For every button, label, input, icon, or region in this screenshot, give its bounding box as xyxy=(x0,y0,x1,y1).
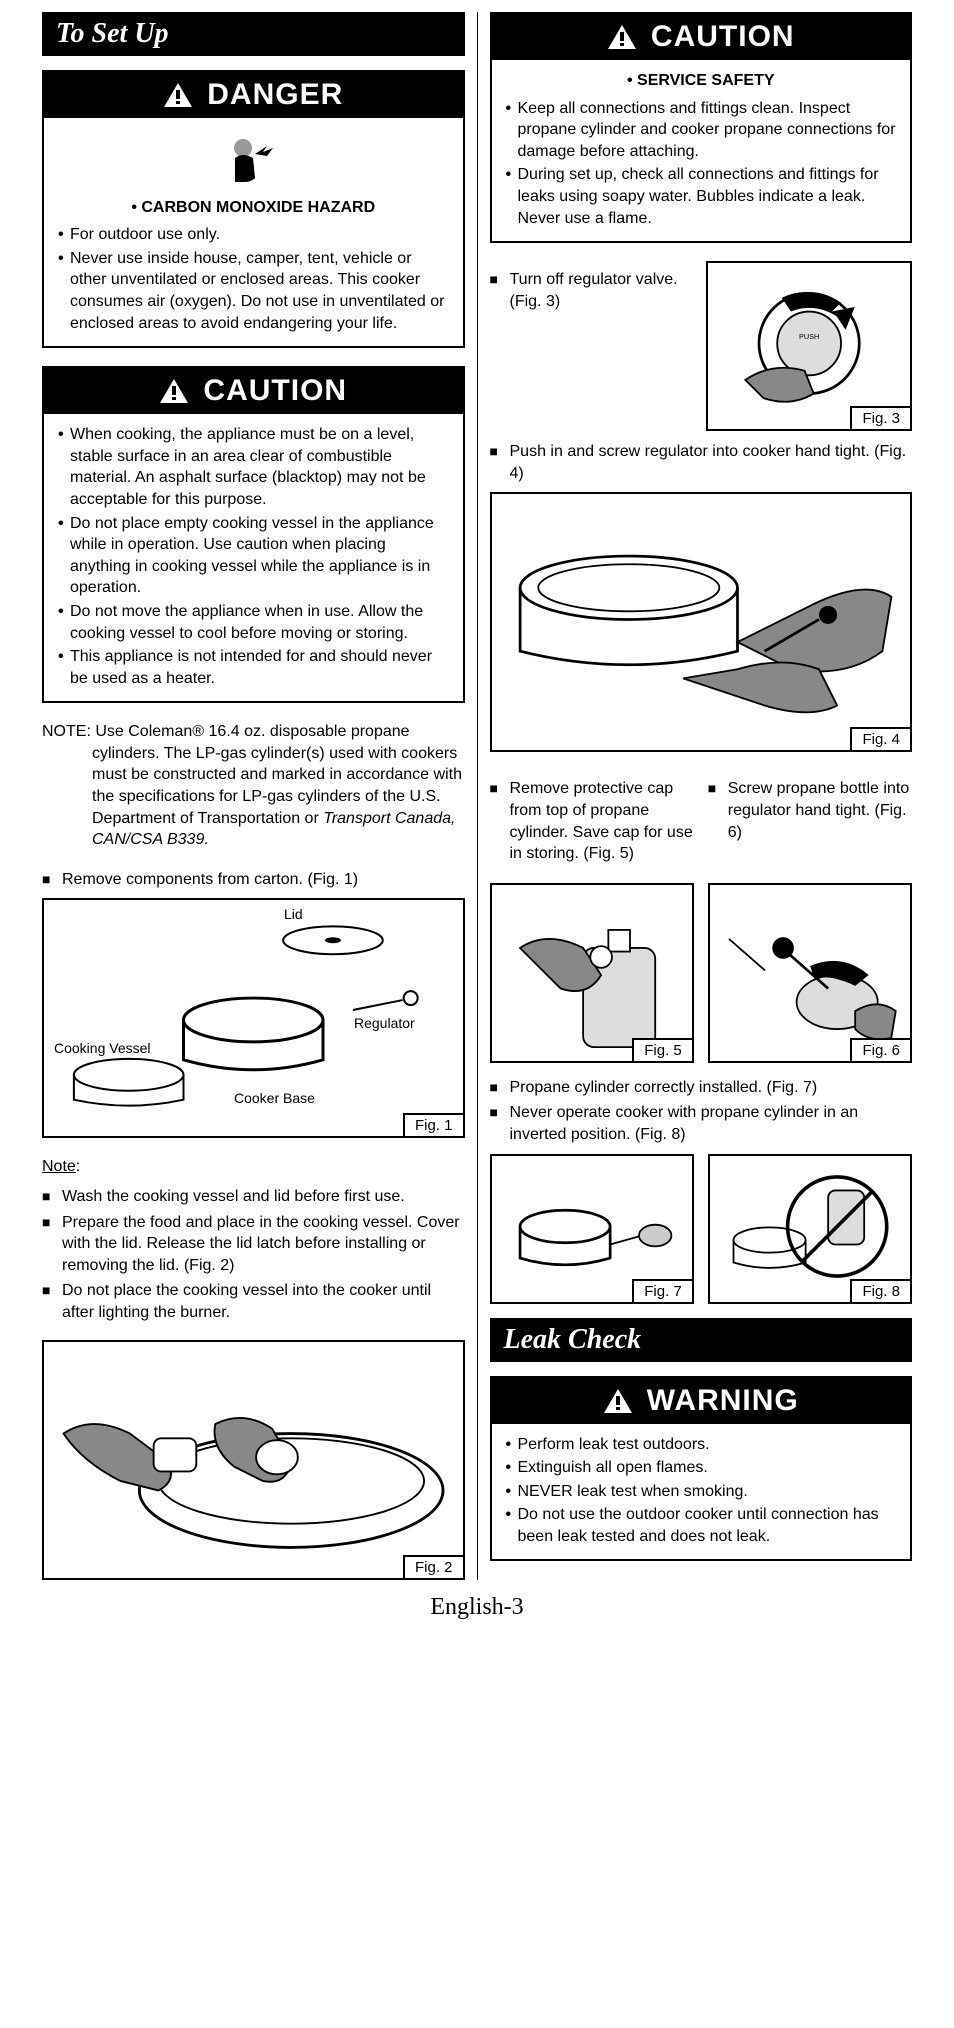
caution-head-text: CAUTION xyxy=(203,374,347,408)
step4-text: Push in and screw regulator into cooker … xyxy=(490,441,913,484)
fig6-label: Fig. 6 xyxy=(850,1038,910,1061)
warning-item: Do not use the outdoor cooker until conn… xyxy=(506,1504,897,1547)
caution-body: When cooking, the appliance must be on a… xyxy=(44,414,463,701)
caution-item: This appliance is not intended for and s… xyxy=(58,646,449,689)
step78-list: Propane cylinder correctly installed. (F… xyxy=(490,1077,913,1146)
caution-sub-right: • SERVICE SAFETY xyxy=(506,70,897,92)
caution-header-right: CAUTION xyxy=(492,14,911,60)
caution-head-text-right: CAUTION xyxy=(651,20,795,54)
step6-text: Screw propane bottle into regulator hand… xyxy=(708,778,912,843)
right-column: CAUTION • SERVICE SAFETY Keep all connec… xyxy=(478,12,925,1580)
caution-item: During set up, check all connections and… xyxy=(506,164,897,229)
warning-body: Perform leak test outdoors. Extinguish a… xyxy=(492,1424,911,1560)
fig1-label-base: Cooker Base xyxy=(234,1090,315,1106)
fig1-label-lid: Lid xyxy=(284,906,303,922)
caution-box-right: CAUTION • SERVICE SAFETY Keep all connec… xyxy=(490,12,913,243)
caution-body-right: • SERVICE SAFETY Keep all connections an… xyxy=(492,60,911,241)
step5-list: Remove protective cap from top of propan… xyxy=(490,778,694,868)
fig5-label: Fig. 5 xyxy=(632,1038,692,1061)
note2-item: Prepare the food and place in the cookin… xyxy=(42,1212,465,1277)
figure-8: Fig. 8 xyxy=(708,1154,912,1304)
page: To Set Up DANGER • CARBON MONOXIDE HAZAR… xyxy=(0,0,954,1580)
caution-item: Do not move the appliance when in use. A… xyxy=(58,601,449,644)
danger-body: • CARBON MONOXIDE HAZARD For outdoor use… xyxy=(44,118,463,346)
note-propane: NOTE: Use Coleman® 16.4 oz. disposable p… xyxy=(42,721,465,851)
figs-78-row: Fig. 7 Fig. 8 xyxy=(490,1154,913,1304)
alert-icon xyxy=(607,24,637,50)
note2-item: Do not place the cooking vessel into the… xyxy=(42,1280,465,1323)
note2-label: Note xyxy=(42,1158,76,1175)
warning-box: WARNING Perform leak test outdoors. Exti… xyxy=(490,1376,913,1562)
note2-list: Wash the cooking vessel and lid before f… xyxy=(42,1186,465,1324)
svg-text:PUSH: PUSH xyxy=(799,332,819,341)
step1-text: Remove components from carton. (Fig. 1) xyxy=(42,869,465,891)
danger-subhead: • CARBON MONOXIDE HAZARD xyxy=(58,197,449,219)
caution-item: Keep all connections and fittings clean.… xyxy=(506,98,897,163)
step5-text: Remove protective cap from top of propan… xyxy=(490,778,694,864)
caution-box-left: CAUTION When cooking, the appliance must… xyxy=(42,366,465,703)
step56-text-row: Remove protective cap from top of propan… xyxy=(490,770,913,876)
danger-item: Never use inside house, camper, tent, ve… xyxy=(58,248,449,334)
warning-item: Perform leak test outdoors. xyxy=(506,1434,897,1456)
caution-header: CAUTION xyxy=(44,368,463,414)
warning-head-text: WARNING xyxy=(647,1384,799,1418)
fig1-label-regulator: Regulator xyxy=(354,1015,415,1031)
fig1-label: Fig. 1 xyxy=(403,1113,463,1136)
caution-list-right: Keep all connections and fittings clean.… xyxy=(506,98,897,230)
note2-item: Wash the cooking vessel and lid before f… xyxy=(42,1186,465,1208)
danger-item: For outdoor use only. xyxy=(58,224,449,246)
figs-56-row: Fig. 5 Fig. 6 xyxy=(490,883,913,1063)
fig2-label: Fig. 2 xyxy=(403,1555,463,1578)
figure-4: Fig. 4 xyxy=(490,492,913,752)
fig8-label: Fig. 8 xyxy=(850,1279,910,1302)
danger-box: DANGER • CARBON MONOXIDE HAZARD For outd… xyxy=(42,70,465,348)
fig2-content xyxy=(44,1342,463,1582)
step3-text: Turn off regulator valve. (Fig. 3) xyxy=(490,269,692,312)
figure-7: Fig. 7 xyxy=(490,1154,694,1304)
fig4-label: Fig. 4 xyxy=(850,727,910,750)
alert-icon xyxy=(163,82,193,108)
step3-list: Turn off regulator valve. (Fig. 3) xyxy=(490,269,692,316)
caution-item: Do not place empty cooking vessel in the… xyxy=(58,513,449,599)
step1-list: Remove components from carton. (Fig. 1) xyxy=(42,869,465,891)
warning-item: NEVER leak test when smoking. xyxy=(506,1481,897,1503)
page-footer: English-3 xyxy=(0,1580,954,1641)
step6-list: Screw propane bottle into regulator hand… xyxy=(708,778,912,868)
left-column: To Set Up DANGER • CARBON MONOXIDE HAZAR… xyxy=(30,12,478,1580)
warning-item: Extinguish all open flames. xyxy=(506,1457,897,1479)
fig2-svg xyxy=(54,1352,453,1572)
fig1-label-vessel: Cooking Vessel xyxy=(54,1040,151,1056)
step7-text: Propane cylinder correctly installed. (F… xyxy=(490,1077,913,1099)
figure-2: Fig. 2 xyxy=(42,1340,465,1580)
note2-block: Note: Wash the cooking vessel and lid be… xyxy=(42,1156,465,1323)
co-hazard-icon xyxy=(58,134,449,191)
figure-5: Fig. 5 xyxy=(490,883,694,1063)
figure-6: Fig. 6 xyxy=(708,883,912,1063)
danger-header: DANGER xyxy=(44,72,463,118)
fig3-label: Fig. 3 xyxy=(850,406,910,429)
warning-header: WARNING xyxy=(492,1378,911,1424)
alert-icon xyxy=(159,378,189,404)
caution-list: When cooking, the appliance must be on a… xyxy=(58,424,449,689)
step3: Turn off regulator valve. (Fig. 3) PUSH … xyxy=(490,261,913,431)
fig4-content xyxy=(492,494,911,754)
section-title-leak: Leak Check xyxy=(490,1318,913,1362)
caution-item: When cooking, the appliance must be on a… xyxy=(58,424,449,510)
danger-head-text: DANGER xyxy=(207,78,343,112)
step4-list: Push in and screw regulator into cooker … xyxy=(490,441,913,484)
danger-list: For outdoor use only. Never use inside h… xyxy=(58,224,449,334)
warning-list: Perform leak test outdoors. Extinguish a… xyxy=(506,1434,897,1548)
section-title-setup: To Set Up xyxy=(42,12,465,56)
step8-text: Never operate cooker with propane cylind… xyxy=(490,1102,913,1145)
alert-icon xyxy=(603,1388,633,1414)
figure-1: Lid Cooking Vessel Regulator Cooker Base… xyxy=(42,898,465,1138)
figure-3: PUSH Fig. 3 xyxy=(706,261,912,431)
fig1-diagram: Lid Cooking Vessel Regulator Cooker Base xyxy=(44,900,463,1130)
fig7-label: Fig. 7 xyxy=(632,1279,692,1302)
